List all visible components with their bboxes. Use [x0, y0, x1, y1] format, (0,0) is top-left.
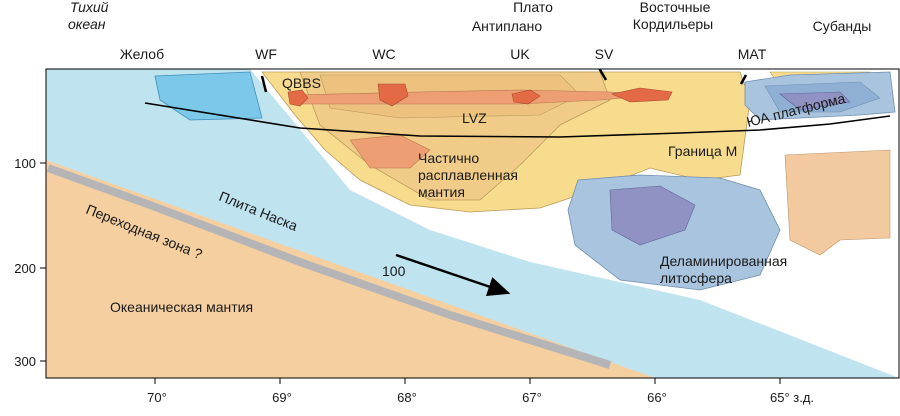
wf-fault-tick: [260, 75, 268, 93]
y-tick-300: 300: [14, 354, 36, 369]
wc-label: WC: [372, 46, 395, 62]
nazca-slab-region: [46, 69, 899, 378]
qbbs-blob-3: [511, 89, 541, 105]
partial-melt-label-line1: Частично: [418, 150, 479, 166]
mat-label: MAT: [738, 46, 767, 62]
ocean-label-line2: океан: [68, 16, 106, 32]
qbbs-blob-4: [611, 87, 673, 103]
x-tick-65: 65° з.д.: [770, 390, 814, 405]
uk-label: UK: [510, 46, 530, 62]
y-tick-200: 200: [14, 261, 36, 276]
qbbs-label: QBBS: [282, 75, 321, 91]
altiplano-label-line1: Плато: [513, 0, 553, 15]
transition-zone-band: [46, 164, 612, 369]
x-tick-70: 70°: [147, 390, 167, 405]
platform-core-region: [779, 91, 851, 111]
x-tick-69: 69°: [272, 390, 292, 405]
delaminated-core-region: [609, 185, 696, 246]
x-tick-66: 66°: [647, 390, 667, 405]
qbbs-blob-2: [377, 83, 409, 107]
x-axis: [154, 378, 781, 384]
partial-melt-region: [349, 134, 431, 169]
x-tick-67: 67°: [522, 390, 542, 405]
partial-melt-label-line3: мантия: [418, 184, 465, 200]
moho-line: [144, 102, 891, 138]
x-tick-68: 68°: [397, 390, 417, 405]
y-axis: [40, 162, 46, 362]
oceanic-mantle-label: Океаническая мантия: [110, 299, 253, 315]
trench-label: Желоб: [120, 46, 164, 62]
moho-label: Граница М: [668, 143, 737, 159]
trench-blue-region: [154, 71, 263, 121]
y-tick-100: 100: [14, 156, 36, 171]
partial-melt-label-line2: расплавленная: [418, 167, 518, 183]
slab-velocity-arrow: [395, 253, 511, 297]
ecord-label-line2: Кордильеры: [633, 16, 714, 32]
sv-fault-tick: [598, 69, 608, 81]
subandean-mantle-region: [784, 149, 891, 256]
sv-label: SV: [595, 46, 614, 62]
velocity-label: 100: [382, 263, 406, 279]
delam-label-line1: Деламинированная: [660, 253, 787, 269]
delam-label-line2: литосфера: [660, 270, 732, 286]
lvz-label: LVZ: [462, 110, 487, 126]
wf-label: WF: [255, 46, 277, 62]
ocean-label-line1: Тихий: [70, 0, 109, 15]
subandes-label: Субанды: [813, 18, 872, 34]
ecord-label-line1: Восточные: [640, 0, 711, 15]
mat-fault-tick: [739, 74, 748, 85]
qbbs-blob-1: [287, 89, 309, 107]
plot-frame: [45, 68, 900, 379]
altiplano-label-line2: Антиплано: [472, 18, 543, 34]
